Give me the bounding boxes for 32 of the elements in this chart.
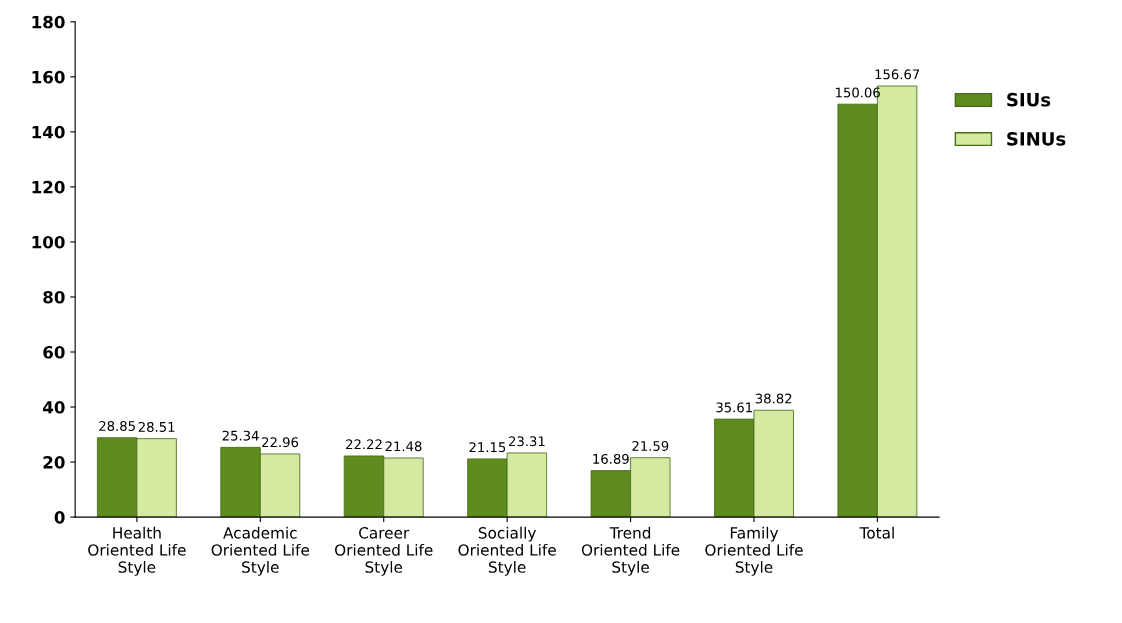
x-tick-label: Academic Oriented Life Style: [211, 526, 310, 576]
data-label: 21.15: [469, 442, 506, 453]
data-label: 21.48: [385, 441, 422, 452]
y-tick-label: 80: [43, 290, 65, 304]
x-tick-label: Career Oriented Life Style: [335, 527, 433, 576]
data-label: 22.96: [262, 437, 299, 448]
y-tick-label: 40: [43, 400, 65, 414]
data-label: 38.82: [755, 393, 792, 404]
legend-label: SINUs: [1007, 132, 1066, 146]
y-tick-label: 140: [32, 125, 65, 139]
y-tick-label: 0: [54, 511, 65, 524]
data-label: 28.51: [138, 421, 175, 432]
y-tick-label: 60: [43, 345, 65, 359]
y-tick-label: 160: [32, 70, 65, 84]
data-label: 21.59: [632, 440, 669, 451]
y-tick-label: 180: [32, 15, 65, 29]
x-tick-label: Total: [859, 526, 894, 539]
data-label: 22.22: [346, 439, 382, 450]
data-label: 23.31: [508, 436, 545, 447]
x-tick-label: Health Oriented Life Style: [88, 526, 186, 576]
data-label: 28.85: [99, 421, 135, 431]
y-tick-label: 120: [32, 180, 65, 194]
x-tick-label: Socially Oriented Life Style: [458, 526, 556, 576]
data-label: 35.61: [716, 402, 752, 413]
legend-label: SIUs: [1007, 92, 1051, 107]
data-label: 156.67: [875, 69, 920, 80]
y-tick-label: 20: [43, 456, 65, 469]
data-label: 16.89: [593, 453, 629, 464]
x-tick-label: Trend Oriented Life Style: [581, 526, 680, 576]
x-tick-label: Family Oriented Life Style: [705, 526, 803, 576]
y-tick-label: 100: [32, 235, 65, 249]
data-label: 25.34: [222, 430, 259, 441]
